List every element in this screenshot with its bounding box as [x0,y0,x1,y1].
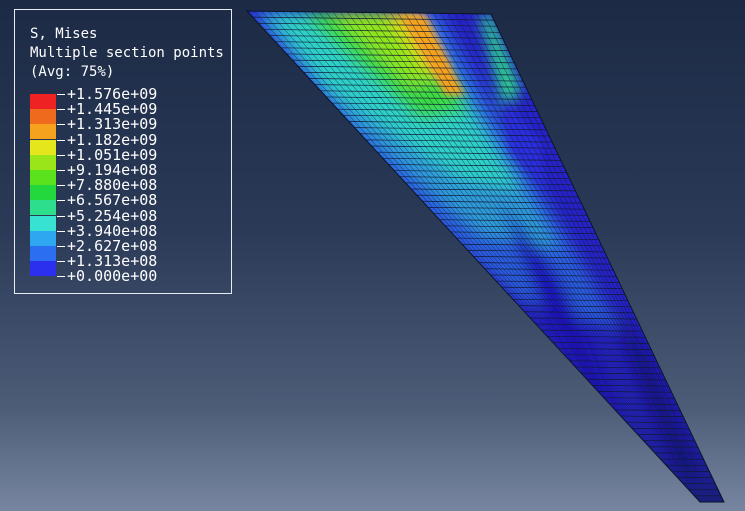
legend-tick-mark [57,215,65,217]
legend-tick-label: +5.254e+08 [67,206,158,225]
legend-tick-label: +7.880e+08 [67,176,158,195]
legend-swatch [30,109,56,125]
legend-tick-mark [57,170,65,171]
legend-tick-mark [57,276,65,278]
legend-swatch [30,261,56,277]
mesh-span-line [361,12,712,502]
mesh-span-line [433,13,719,502]
legend-tick-mark [57,94,65,95]
legend-tick-mark [57,230,65,232]
legend-tick-label: +1.445e+09 [67,100,158,119]
legend-tick-label: +3.940e+08 [67,221,158,240]
legend-tick-mark [57,139,65,141]
legend-swatch [30,230,56,246]
mesh-span-line [476,13,723,502]
legend-swatch [30,200,56,216]
mesh-span-line [483,13,724,502]
legend-tick-label: +1.182e+09 [67,130,158,149]
mesh-span-line [318,11,708,502]
mesh-span-line [261,11,702,502]
legend-tick-label: +6.567e+08 [67,191,158,210]
legend-tick-mark [57,109,65,111]
mesh-span-line [426,13,718,502]
legend-tick-label: +1.313e+09 [67,115,158,134]
mesh-span-line [404,12,716,502]
mesh-span-line [390,12,715,502]
legend-title: S, Mises [30,26,98,42]
legend-tick-label: +1.051e+09 [67,145,158,164]
mesh-span-line [376,12,713,502]
mesh-span-line [411,12,717,502]
mesh-span-line [268,11,703,502]
legend-tick-mark [57,246,65,247]
mesh-span-line [454,13,721,502]
legend-tick-mark [57,200,65,202]
wing-mesh-contour [247,11,724,502]
legend-swatch [30,246,56,261]
legend-tick-label: +2.627e+08 [67,237,158,255]
legend-swatch [30,94,56,109]
legend-tick-label: +0.000e+00 [67,267,158,286]
legend-swatch [30,185,56,201]
mesh-span-line [332,11,709,502]
mesh-span-line [282,11,704,502]
mesh-span-line [419,13,718,502]
mesh-span-line [447,13,720,502]
mesh-span-line [397,12,715,502]
mesh-span-line [254,11,701,502]
legend-tick-mark [57,185,65,187]
legend-tick-mark [57,261,65,263]
wing-outline [245,10,725,503]
mesh-span-line [340,12,710,502]
legend-swatch [30,139,56,155]
mesh-span-line [304,11,706,502]
mesh-span-line [297,11,706,502]
legend-tick-label: +1.313e+08 [67,252,158,271]
legend-swatch [30,215,56,231]
mesh-span-line [289,11,705,502]
legend-averaging: (Avg: 75%) [30,64,115,80]
mesh-span-line [325,11,708,502]
legend-tick-label: +9.194e+08 [67,161,158,179]
legend-swatch [30,124,56,140]
legend-swatch [30,154,56,170]
legend-tick-mark [57,154,65,156]
legend-swatch [30,170,56,185]
mesh-span-line [383,12,714,502]
mesh-span-line [469,13,723,502]
legend-subtitle: Multiple section points [30,45,224,61]
mesh-span-line [462,13,722,502]
legend: S, Mises Multiple section points (Avg: 7… [14,9,232,294]
mesh-span-line [440,13,720,502]
mesh-span-line [368,12,713,502]
mesh-span-line [275,11,703,502]
legend-tick-label: +1.576e+09 [67,85,158,103]
mesh-span-line [311,11,707,502]
legend-tick-mark [57,124,65,126]
mesh-span-line [347,12,711,502]
mesh-span-line [354,12,711,502]
